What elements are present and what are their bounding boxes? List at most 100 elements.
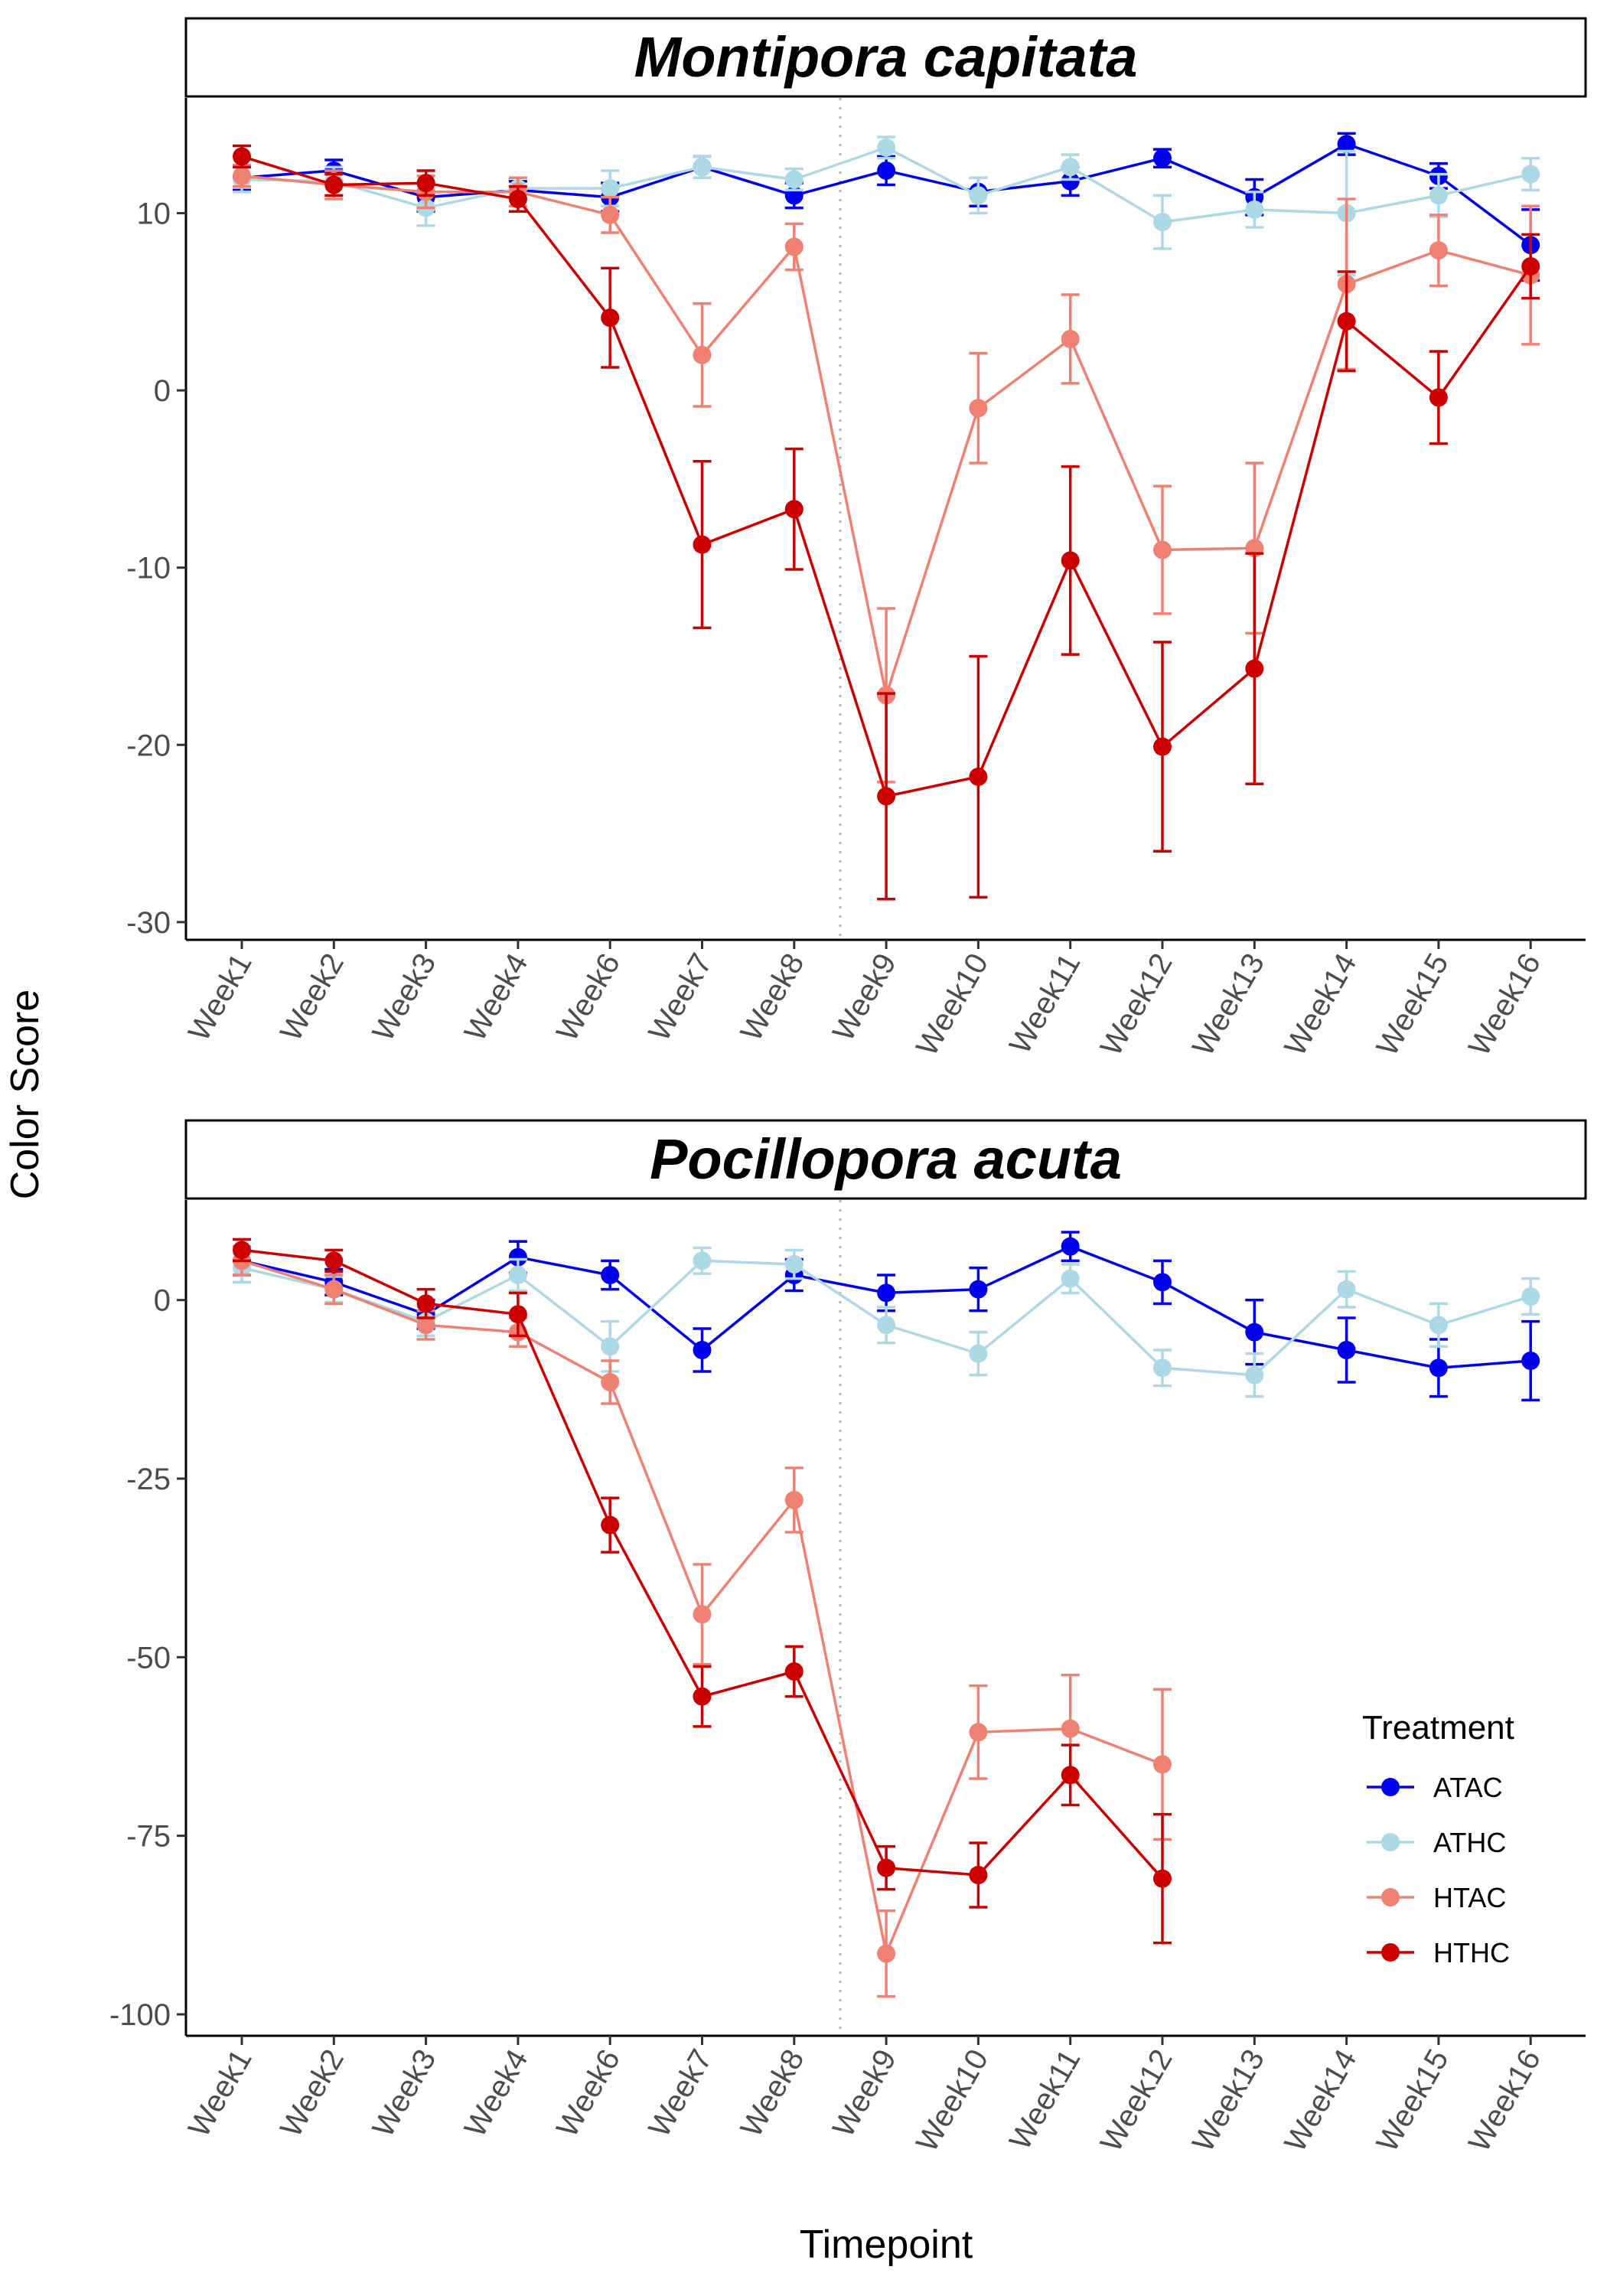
data-point: [1061, 171, 1080, 191]
data-point: [416, 1294, 435, 1313]
data-point: [1245, 1365, 1264, 1384]
data-point: [784, 500, 804, 519]
x-tick-label: Week2: [274, 2044, 350, 2143]
data-point: [784, 170, 804, 189]
x-tick-label: Week12: [1094, 948, 1179, 1062]
data-point: [1245, 200, 1264, 219]
data-point: [1245, 1322, 1264, 1342]
x-tick-label: Week13: [1186, 2044, 1271, 2157]
y-tick-label: -20: [126, 729, 171, 762]
data-point: [877, 1316, 896, 1335]
legend-key-point: [1381, 1943, 1400, 1962]
data-point: [1521, 1287, 1540, 1306]
data-point: [601, 179, 620, 198]
data-point: [1061, 329, 1080, 348]
data-point: [508, 1305, 527, 1324]
data-point: [969, 1344, 988, 1363]
x-tick-label: Week9: [826, 948, 903, 1047]
data-point: [1337, 135, 1356, 154]
panel-title: Montipora capitata: [634, 25, 1138, 89]
data-point: [1153, 1755, 1172, 1774]
y-tick-label: -75: [126, 1820, 171, 1854]
x-tick-label: Week7: [642, 948, 719, 1047]
data-point: [508, 190, 527, 208]
data-point: [1153, 540, 1172, 559]
x-tick-label: Week8: [735, 948, 811, 1047]
y-tick-label: -30: [126, 906, 171, 940]
x-tick-label: Week4: [458, 2044, 535, 2143]
data-point: [1153, 1869, 1172, 1888]
legend-label: ATHC: [1433, 1827, 1506, 1858]
x-tick-label: Week6: [550, 2044, 627, 2143]
data-point: [877, 161, 896, 180]
x-tick-label: Week14: [1278, 948, 1363, 1062]
data-point: [1153, 148, 1172, 168]
x-tick-label: Week7: [642, 2044, 719, 2143]
data-point: [784, 1491, 804, 1509]
x-tick-label: Week9: [826, 2044, 903, 2143]
legend: Treatment ATAC ATHC HTAC HTHC: [1362, 1709, 1514, 1968]
series-ATHC: [233, 135, 1540, 277]
data-point: [693, 535, 712, 554]
data-point: [233, 1241, 251, 1260]
x-tick-label: Week4: [458, 948, 535, 1047]
data-point: [1429, 388, 1448, 407]
data-point: [693, 1605, 712, 1624]
data-point: [969, 1723, 988, 1742]
x-tick-label: Week2: [274, 948, 350, 1047]
data-point: [233, 166, 251, 185]
data-point: [1429, 186, 1448, 205]
data-point: [601, 205, 620, 224]
data-point: [601, 1337, 620, 1356]
data-point: [877, 1283, 896, 1303]
data-point: [233, 147, 251, 166]
legend-item-HTAC: HTAC: [1367, 1882, 1506, 1913]
data-point: [1245, 659, 1264, 678]
data-point: [324, 175, 344, 194]
legend-title: Treatment: [1362, 1709, 1514, 1746]
data-point: [1429, 1358, 1448, 1378]
data-point: [1153, 1358, 1172, 1378]
data-point: [324, 1280, 344, 1299]
data-point: [784, 1255, 804, 1274]
x-tick-label: Week10: [910, 2044, 995, 2157]
data-point: [877, 787, 896, 806]
data-point: [1061, 1237, 1080, 1256]
legend-item-ATHC: ATHC: [1367, 1827, 1506, 1858]
data-point: [693, 1341, 712, 1359]
data-point: [1337, 311, 1356, 331]
legend-key-point: [1381, 1833, 1400, 1851]
panel-1: Montipora capitata 10 0 -10 -20 -30 Week1 Week2…: [126, 17, 1587, 1062]
x-tick-label: Week10: [910, 948, 995, 1062]
data-point: [601, 1373, 620, 1391]
panel-strip: [184, 17, 1587, 98]
y-tick-label: -50: [126, 1641, 171, 1675]
x-tick-label: Week13: [1186, 948, 1271, 1062]
panel-strip: [184, 1119, 1587, 1200]
y-tick-label: 0: [154, 374, 171, 408]
data-point: [601, 1515, 620, 1534]
x-tick-label: Week11: [1003, 948, 1087, 1060]
data-point: [324, 1251, 344, 1270]
data-point: [416, 1316, 435, 1335]
x-tick-label: Week15: [1371, 948, 1455, 1062]
legend-key-point: [1381, 1888, 1400, 1906]
y-tick-label: 0: [154, 1284, 171, 1318]
data-point: [969, 1280, 988, 1299]
x-tick-label: Week3: [366, 948, 442, 1047]
data-point: [693, 345, 712, 364]
x-axis-title: Timepoint: [800, 2223, 973, 2267]
data-point: [969, 186, 988, 205]
x-tick-label: Week11: [1003, 2044, 1087, 2156]
data-point: [1337, 1280, 1356, 1299]
data-point: [508, 1247, 527, 1267]
legend-label: HTAC: [1433, 1882, 1506, 1913]
y-tick-label: -100: [109, 1998, 171, 2032]
data-point: [877, 138, 896, 157]
data-point: [969, 1866, 988, 1884]
legend-item-HTHC: HTHC: [1367, 1937, 1510, 1968]
series-HTAC: [233, 164, 1540, 784]
